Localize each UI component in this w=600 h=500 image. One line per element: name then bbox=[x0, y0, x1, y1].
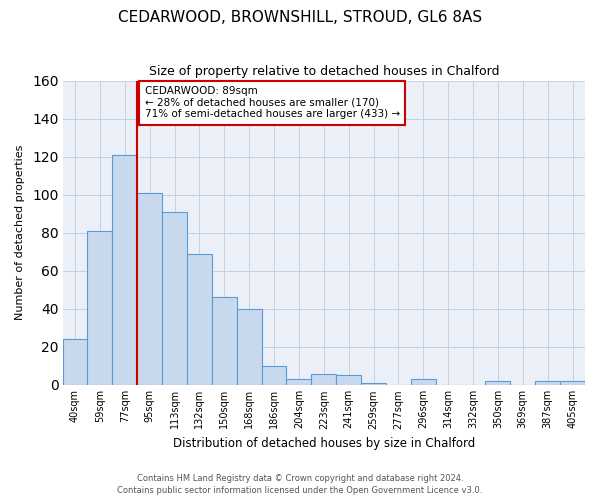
Bar bbox=[286, 380, 311, 385]
Bar bbox=[485, 381, 511, 385]
Bar bbox=[187, 254, 212, 385]
X-axis label: Distribution of detached houses by size in Chalford: Distribution of detached houses by size … bbox=[173, 437, 475, 450]
Bar bbox=[262, 366, 286, 385]
Bar bbox=[535, 381, 560, 385]
Title: Size of property relative to detached houses in Chalford: Size of property relative to detached ho… bbox=[149, 65, 499, 78]
Text: CEDARWOOD: 89sqm
← 28% of detached houses are smaller (170)
71% of semi-detached: CEDARWOOD: 89sqm ← 28% of detached house… bbox=[145, 86, 400, 120]
Bar bbox=[212, 298, 237, 385]
Bar bbox=[88, 231, 112, 385]
Bar bbox=[361, 383, 386, 385]
Bar bbox=[311, 374, 336, 385]
Y-axis label: Number of detached properties: Number of detached properties bbox=[15, 145, 25, 320]
Bar bbox=[137, 193, 162, 385]
Bar bbox=[112, 155, 137, 385]
Text: Contains HM Land Registry data © Crown copyright and database right 2024.
Contai: Contains HM Land Registry data © Crown c… bbox=[118, 474, 482, 495]
Bar bbox=[162, 212, 187, 385]
Text: CEDARWOOD, BROWNSHILL, STROUD, GL6 8AS: CEDARWOOD, BROWNSHILL, STROUD, GL6 8AS bbox=[118, 10, 482, 25]
Bar bbox=[237, 309, 262, 385]
Bar bbox=[411, 380, 436, 385]
Bar bbox=[336, 376, 361, 385]
Bar bbox=[560, 381, 585, 385]
Bar bbox=[62, 340, 88, 385]
